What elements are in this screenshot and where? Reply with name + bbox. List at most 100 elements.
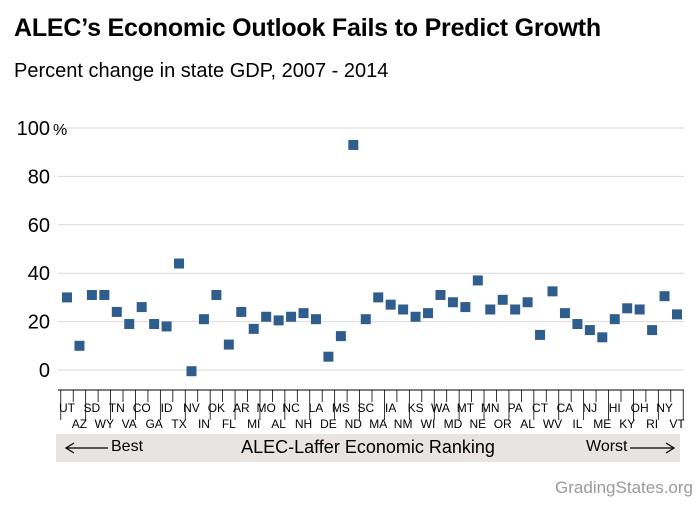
data-point — [74, 340, 85, 351]
ranking-bar: Best ALEC-Laffer Economic Ranking Worst — [56, 434, 680, 462]
data-point — [223, 339, 234, 350]
y-tick-label: 40 — [28, 263, 50, 285]
data-point — [510, 304, 521, 315]
data-point — [485, 304, 496, 315]
x-tick-label: WY — [95, 417, 114, 431]
x-tick-label: OR — [494, 417, 512, 431]
x-tick-label: WA — [431, 401, 450, 415]
y-axis-ticks: 0 20 40 60 80 100% — [17, 118, 68, 382]
data-point — [86, 289, 97, 300]
x-tick-label: NC — [282, 401, 300, 415]
data-point — [136, 302, 147, 313]
data-point — [111, 306, 122, 317]
x-tick-label: SD — [84, 401, 101, 415]
x-tick-label: OK — [208, 401, 225, 415]
x-tick-label: AR — [233, 401, 250, 415]
x-tick-label: MD — [444, 417, 463, 431]
data-point — [360, 314, 371, 325]
worst-label: Worst — [586, 438, 628, 455]
source-credit: GradingStates.org — [555, 478, 693, 497]
x-tick-label: WI — [421, 417, 436, 431]
data-point — [447, 297, 458, 308]
data-point — [348, 139, 359, 150]
x-tick-label: SC — [357, 401, 374, 415]
x-tick-label: ME — [593, 417, 611, 431]
x-tick-label: IN — [198, 417, 210, 431]
data-point — [99, 289, 110, 300]
data-point — [472, 275, 483, 286]
x-tick-label: MS — [332, 401, 350, 415]
y-tick-label: 60 — [28, 215, 50, 237]
data-point — [410, 311, 421, 322]
arrow-left-icon — [64, 442, 108, 454]
x-tick-label: AZ — [72, 417, 87, 431]
y-unit-label: % — [53, 122, 67, 139]
x-tick-label: TX — [171, 417, 186, 431]
data-point — [186, 366, 197, 377]
chart-title: ALEC’s Economic Outlook Fails to Predict… — [14, 14, 601, 42]
x-tick-label: IL — [572, 417, 582, 431]
x-tick-label: AL — [271, 417, 286, 431]
x-tick-label: FL — [222, 417, 236, 431]
data-point — [273, 315, 284, 326]
x-axis: UT AZ SD WY TN VA CO GA ID TX NV IN OK FL AR MI MO AL NC NH… — [58, 389, 685, 431]
x-tick-label: DE — [320, 417, 337, 431]
x-tick-label: PA — [508, 401, 523, 415]
x-tick-label: NV — [183, 401, 200, 415]
data-point — [286, 311, 297, 322]
data-point — [174, 258, 185, 269]
x-tick-label: MO — [257, 401, 276, 415]
x-axis-title: ALEC-Laffer Economic Ranking — [241, 437, 495, 457]
data-point — [310, 314, 321, 325]
data-point — [62, 292, 72, 303]
best-label: Best — [111, 438, 144, 455]
data-point — [211, 289, 222, 300]
x-tick-label: NH — [295, 417, 312, 431]
data-point — [261, 311, 272, 322]
x-tick-label: NY — [656, 401, 673, 415]
x-tick-label: VA — [122, 417, 137, 431]
data-point — [236, 306, 247, 317]
data-point — [335, 331, 346, 342]
x-tick-label: CO — [133, 401, 151, 415]
data-point — [597, 332, 608, 343]
data-point — [161, 321, 172, 332]
data-point — [460, 302, 471, 313]
x-tick-label: AL — [520, 417, 535, 431]
data-points — [62, 139, 682, 377]
data-point — [373, 292, 384, 303]
x-tick-label: GA — [145, 417, 162, 431]
y-tick-label: 20 — [28, 312, 50, 334]
x-tick-label: TN — [109, 401, 125, 415]
x-tick-label: MT — [457, 401, 475, 415]
x-tick-label: WV — [543, 417, 562, 431]
y-tick-label: 80 — [28, 166, 50, 188]
x-tick-label: VT — [669, 417, 685, 431]
x-tick-label: HI — [609, 401, 621, 415]
x-tick-label: RI — [646, 417, 658, 431]
data-point — [198, 314, 209, 325]
data-point — [298, 308, 309, 319]
data-point — [572, 319, 583, 330]
x-tick-label: ID — [161, 401, 173, 415]
data-point — [385, 299, 396, 310]
x-tick-label: OH — [631, 401, 649, 415]
x-tick-label: CT — [532, 401, 549, 415]
data-point — [522, 297, 533, 308]
x-tick-label: LA — [309, 401, 324, 415]
data-point — [323, 351, 334, 362]
data-point — [124, 319, 135, 330]
data-point — [647, 325, 658, 336]
data-point — [584, 325, 595, 336]
x-tick-label: MA — [369, 417, 387, 431]
data-point — [559, 308, 570, 319]
x-tick-label: KY — [619, 417, 635, 431]
data-point — [435, 289, 446, 300]
data-point — [609, 314, 620, 325]
chart-subtitle: Percent change in state GDP, 2007 - 2014 — [14, 60, 389, 82]
data-point — [149, 319, 160, 330]
data-point — [423, 308, 434, 319]
x-tick-label: MI — [247, 417, 260, 431]
data-point — [535, 329, 546, 340]
data-point — [672, 309, 682, 320]
